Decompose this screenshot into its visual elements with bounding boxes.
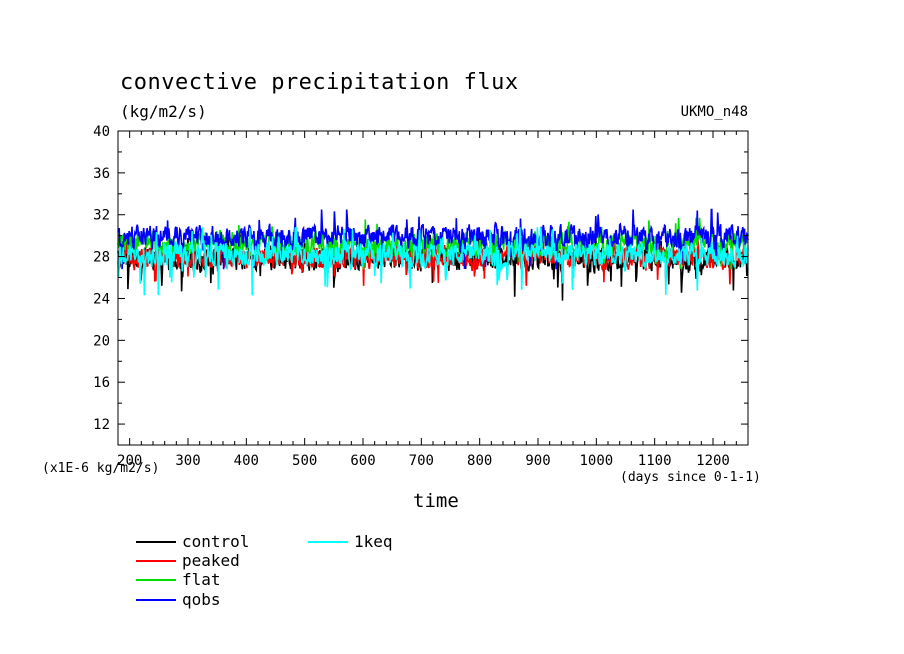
model-label: UKMO_n48 [680,104,748,120]
scale-note: (x1E-6 kg/m2/s) [42,461,160,476]
x-tick-label: 600 [350,453,375,469]
x-tick-label: 700 [409,453,434,469]
series-line-qobs [117,208,749,270]
y-tick-label: 20 [93,333,110,349]
y-tick-label: 12 [93,417,110,433]
x-tick-label: 400 [234,453,259,469]
legend-label: peaked [182,551,240,570]
y-tick-label: 28 [93,250,110,266]
series-line-1keq [117,227,749,296]
legend-label: qobs [182,590,221,609]
legend-swatch [136,541,176,543]
x-tick-label: 800 [467,453,492,469]
x-tick-label: 900 [525,453,550,469]
x-axis-label: time [413,490,459,512]
y-tick-label: 36 [93,166,110,182]
legend-swatch [136,579,176,581]
x-units-label: (days since 0-1-1) [620,470,761,485]
legend-label: control [182,532,250,551]
x-tick-label: 500 [292,453,317,469]
legend-swatch [136,599,176,601]
plot-frame [117,130,749,446]
legend-label: flat [182,570,221,589]
x-tick-label: 1000 [579,453,613,469]
legend-swatch [308,541,348,543]
y-tick-label: 16 [93,375,110,391]
units-label: (kg/m2/s) [120,102,207,121]
y-tick-label: 32 [93,208,110,224]
x-tick-label: 1200 [696,453,730,469]
legend-swatch [136,560,176,562]
y-tick-label: 40 [93,124,110,140]
x-tick-label: 1100 [638,453,672,469]
x-tick-label: 200 [117,453,142,469]
legend-label: 1keq [354,532,393,551]
y-tick-label: 24 [93,291,110,307]
chart-title: convective precipitation flux [120,70,519,95]
x-tick-label: 300 [175,453,200,469]
